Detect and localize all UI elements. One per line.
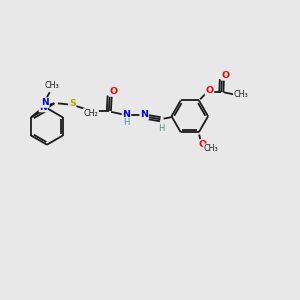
Text: N: N [39, 103, 47, 112]
Text: CH₂: CH₂ [83, 109, 98, 118]
Text: N: N [41, 98, 49, 107]
Text: CH₃: CH₃ [234, 90, 248, 99]
Text: N: N [122, 110, 130, 119]
Text: CH₃: CH₃ [44, 81, 59, 90]
Text: CH₃: CH₃ [204, 144, 219, 153]
Text: O: O [206, 86, 214, 95]
Text: O: O [199, 140, 207, 149]
Text: H: H [158, 124, 164, 133]
Text: O: O [222, 71, 230, 80]
Text: N: N [140, 110, 148, 119]
Text: S: S [69, 99, 76, 108]
Text: H: H [123, 118, 130, 127]
Text: O: O [110, 87, 118, 96]
